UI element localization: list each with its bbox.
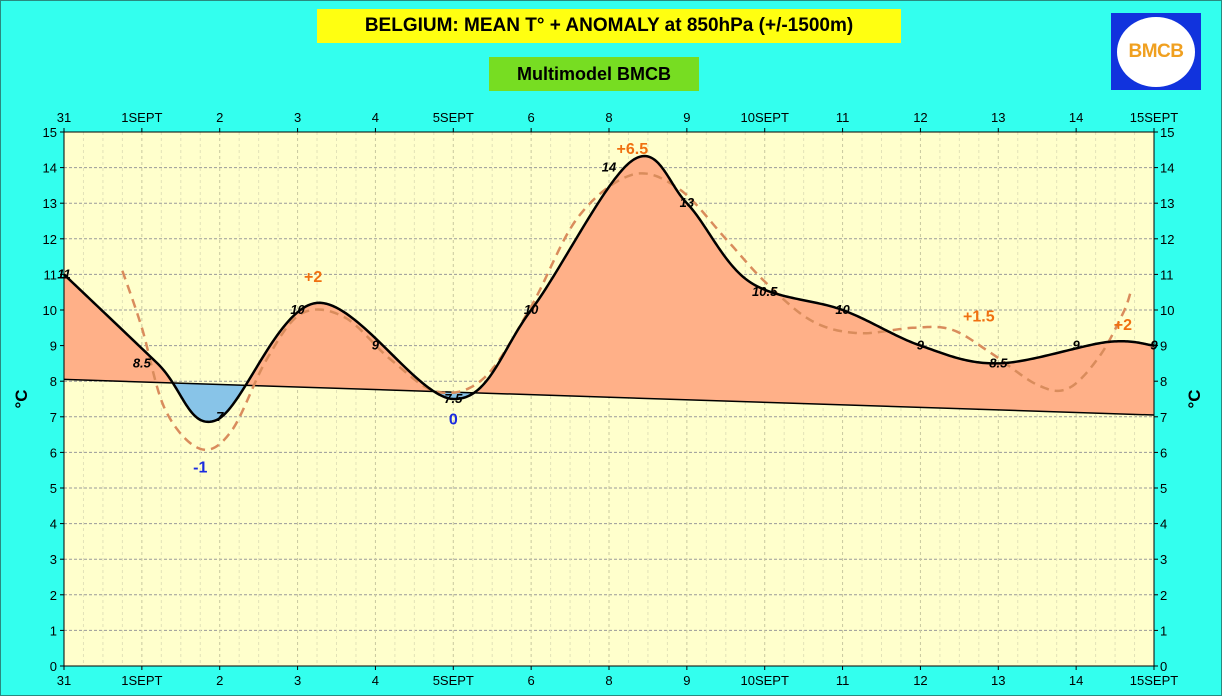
chart-title: BELGIUM: MEAN T° + ANOMALY at 850hPa (+/… bbox=[317, 9, 901, 43]
y-tick-label-left: 15 bbox=[43, 125, 57, 140]
y-tick-label-left: 12 bbox=[43, 232, 57, 247]
x-tick-label-bottom: 4 bbox=[372, 673, 379, 688]
point-label: 9 bbox=[372, 338, 380, 353]
y-tick-label-left: 6 bbox=[50, 445, 57, 460]
y-tick-label-left: 2 bbox=[50, 588, 57, 603]
anomaly-label: +6.5 bbox=[617, 141, 649, 158]
mean-temperature-line bbox=[63, 154, 1155, 424]
x-tick-label-top: 15SEPT bbox=[1130, 110, 1178, 125]
x-tick-label-top: 9 bbox=[683, 110, 690, 125]
y-tick-label-right: 14 bbox=[1160, 161, 1174, 176]
x-tick-label-top: 12 bbox=[913, 110, 927, 125]
point-label: 11 bbox=[57, 266, 71, 281]
logo-text: BMCB bbox=[1128, 41, 1185, 62]
anomaly-label: +2 bbox=[1114, 317, 1132, 334]
x-tick-label-bottom: 9 bbox=[683, 673, 690, 688]
y-tick-label-left: 5 bbox=[50, 481, 57, 496]
bmcb-logo: BMCB bbox=[1111, 13, 1201, 90]
x-tick-label-bottom: 10SEPT bbox=[741, 673, 789, 688]
anomaly-label: 0 bbox=[449, 412, 458, 429]
anomaly-label: +2 bbox=[304, 269, 322, 286]
point-label: 7.5 bbox=[444, 391, 463, 406]
x-tick-label-bottom: 14 bbox=[1069, 673, 1083, 688]
y-tick-label-left: 9 bbox=[50, 339, 57, 354]
cold-anomaly-area bbox=[172, 382, 246, 422]
x-tick-label-bottom: 13 bbox=[991, 673, 1005, 688]
anomaly-label: +1.5 bbox=[963, 308, 995, 325]
y-tick-label-right: 1 bbox=[1160, 623, 1167, 638]
y-tick-label-right: 11 bbox=[1160, 267, 1174, 282]
y-tick-label-right: 8 bbox=[1160, 374, 1167, 389]
point-label: 10 bbox=[290, 302, 305, 317]
y-tick-label-left: 13 bbox=[43, 196, 57, 211]
x-tick-label-bottom: 12 bbox=[913, 673, 927, 688]
point-label: 8.5 bbox=[133, 355, 152, 370]
x-tick-label-top: 14 bbox=[1069, 110, 1083, 125]
x-tick-label-top: 10SEPT bbox=[741, 110, 789, 125]
y-tick-label-right: 6 bbox=[1160, 445, 1167, 460]
y-tick-label-left: 4 bbox=[50, 517, 57, 532]
y-tick-label-right: 10 bbox=[1160, 303, 1174, 318]
warm-anomaly-area bbox=[474, 156, 1155, 416]
x-tick-label-top: 11 bbox=[836, 110, 850, 125]
x-tick-label-top: 31 bbox=[57, 110, 71, 125]
y-tick-label-right: 2 bbox=[1160, 588, 1167, 603]
y-tick-label-right: 15 bbox=[1160, 125, 1174, 140]
logo-disc bbox=[1117, 17, 1195, 87]
y-tick-label-left: 3 bbox=[50, 552, 57, 567]
point-label: 10 bbox=[524, 302, 539, 317]
y-tick-label-left: 7 bbox=[50, 410, 57, 425]
point-label: 10.5 bbox=[752, 284, 778, 299]
x-tick-label-top: 5SEPT bbox=[433, 110, 474, 125]
y-tick-label-left: 14 bbox=[43, 161, 57, 176]
data-labels: 11 8.5 7 10 9 7.5 10 14 13 10.5 10 9 8.5 9 9 -1 +2 0 +6.5 +… bbox=[57, 141, 1158, 477]
x-tick-label-top: 8 bbox=[605, 110, 612, 125]
x-tick-label-top: 2 bbox=[216, 110, 223, 125]
point-label: 10 bbox=[835, 302, 850, 317]
x-tick-label-bottom: 8 bbox=[605, 673, 612, 688]
y-tick-label-right: 5 bbox=[1160, 481, 1167, 496]
y-tick-label-right: 4 bbox=[1160, 517, 1167, 532]
point-label: 7 bbox=[216, 409, 224, 424]
anomaly-label: -1 bbox=[193, 460, 207, 477]
x-tick-label-bottom: 3 bbox=[294, 673, 301, 688]
x-tick-label-bottom: 1SEPT bbox=[121, 673, 162, 688]
y-tick-label-left: 11 bbox=[44, 267, 58, 282]
trend-dashed-line bbox=[121, 172, 1132, 452]
y-tick-label-left: 0 bbox=[50, 659, 57, 674]
x-tick-label-bottom: 11 bbox=[836, 673, 850, 688]
point-label: 13 bbox=[680, 195, 695, 210]
y-axis-label-left: °C bbox=[12, 389, 31, 408]
point-label: 8.5 bbox=[989, 355, 1008, 370]
x-tick-label-bottom: 2 bbox=[216, 673, 223, 688]
x-tick-label-top: 6 bbox=[528, 110, 535, 125]
warm-anomaly-area bbox=[245, 302, 435, 392]
y-tick-label-left: 8 bbox=[50, 374, 57, 389]
x-tick-label-bottom: 6 bbox=[528, 673, 535, 688]
x-tick-label-top: 3 bbox=[294, 110, 301, 125]
point-label: 9 bbox=[1150, 338, 1158, 353]
y-tick-label-left: 1 bbox=[50, 623, 57, 638]
point-label: 14 bbox=[602, 160, 617, 175]
y-tick-label-right: 13 bbox=[1160, 196, 1174, 211]
y-tick-label-right: 0 bbox=[1160, 659, 1167, 674]
point-label: 9 bbox=[1073, 338, 1081, 353]
point-label: 9 bbox=[917, 338, 925, 353]
chart-subtitle: Multimodel BMCB bbox=[489, 57, 699, 91]
x-tick-label-top: 4 bbox=[372, 110, 379, 125]
y-tick-label-right: 7 bbox=[1160, 410, 1167, 425]
x-tick-label-top: 13 bbox=[991, 110, 1005, 125]
y-tick-label-right: 9 bbox=[1160, 339, 1167, 354]
y-tick-label-right: 12 bbox=[1160, 232, 1174, 247]
series-lines bbox=[63, 154, 1155, 452]
x-tick-label-bottom: 5SEPT bbox=[433, 673, 474, 688]
x-tick-label-bottom: 15SEPT bbox=[1130, 673, 1178, 688]
x-tick-label-bottom: 31 bbox=[57, 673, 71, 688]
y-axis-label-right: °C bbox=[1185, 389, 1204, 408]
y-tick-label-right: 3 bbox=[1160, 552, 1167, 567]
y-tick-label-left: 10 bbox=[43, 303, 57, 318]
x-tick-label-top: 1SEPT bbox=[121, 110, 162, 125]
